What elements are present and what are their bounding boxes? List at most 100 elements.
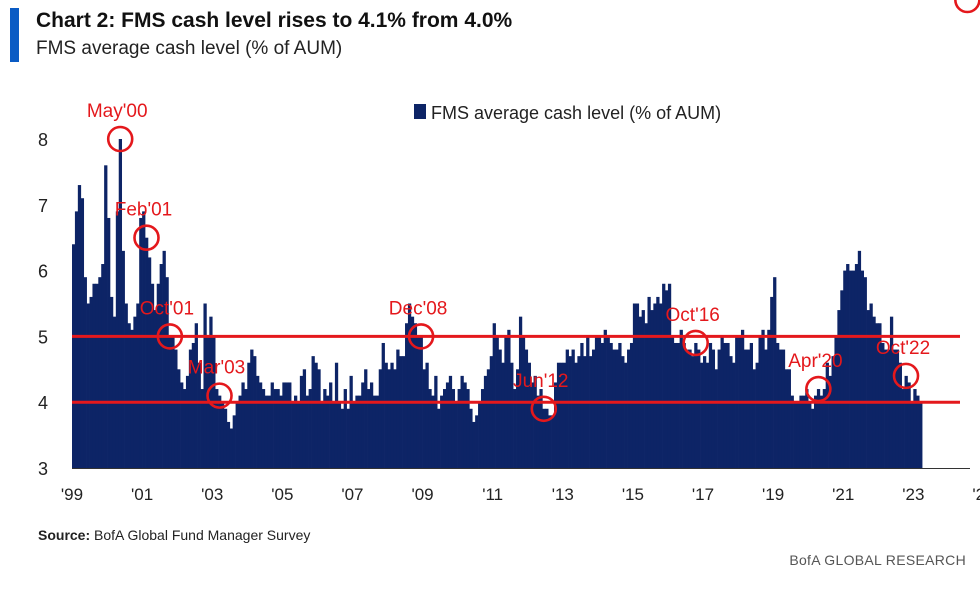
bar (685, 349, 689, 468)
annotation-circle (805, 375, 832, 403)
bar (256, 375, 260, 468)
bar (109, 296, 114, 468)
bar (600, 342, 605, 468)
bar (673, 342, 678, 468)
bar (907, 382, 911, 468)
bar (574, 362, 578, 468)
bar (352, 402, 356, 468)
x-tick-label: '15 (622, 485, 644, 504)
bar (83, 277, 87, 468)
bar (104, 165, 108, 468)
bar (223, 408, 228, 468)
bar (264, 395, 269, 468)
bar (331, 402, 336, 468)
bar (200, 389, 204, 468)
x-tick-label: '21 (832, 485, 854, 504)
bar (580, 342, 584, 468)
source-text: BofA Global Fund Manager Survey (94, 527, 311, 543)
bar (837, 310, 841, 468)
bar (589, 356, 593, 468)
bar (279, 395, 283, 468)
bar (530, 382, 534, 468)
bar (796, 402, 800, 468)
bar (258, 382, 263, 468)
bar (802, 395, 806, 468)
bar (194, 323, 198, 468)
bar (577, 356, 581, 468)
bar (466, 389, 470, 468)
bar (308, 389, 312, 468)
annotation-label: Oct'16 (666, 305, 720, 326)
bar (133, 316, 137, 468)
bar (665, 290, 669, 468)
bar (375, 395, 380, 468)
annotation: May'00 (87, 101, 148, 153)
bar (805, 389, 809, 468)
bar (492, 323, 496, 468)
bar (367, 389, 371, 468)
bar (618, 342, 622, 468)
x-tick-label: '03 (201, 485, 223, 504)
x-tick-label: '01 (131, 485, 153, 504)
bar (726, 342, 730, 468)
bar (349, 375, 353, 468)
bar (480, 389, 485, 468)
bar (895, 349, 900, 468)
bar (767, 329, 771, 468)
bar (74, 211, 79, 468)
source-note: Source: BofA Global Fund Manager Survey (38, 527, 310, 543)
bar (139, 217, 143, 468)
annotation: Feb'01 (115, 200, 172, 251)
bar (241, 382, 245, 468)
bar (311, 356, 315, 468)
bar (621, 356, 625, 468)
bar (305, 395, 309, 468)
bar (115, 211, 120, 468)
bar (218, 395, 222, 468)
bar (317, 369, 321, 468)
x-tick-label: '17 (692, 485, 714, 504)
legend-swatch (414, 104, 426, 119)
annotation: Dec'08 (389, 298, 447, 350)
bar (778, 349, 783, 468)
annotation-label: May'00 (87, 101, 148, 122)
annotation-circle (407, 323, 435, 350)
bar (869, 303, 873, 468)
bar (822, 389, 827, 468)
bar (127, 323, 131, 468)
bar (165, 277, 169, 468)
annotation: 4.1% (954, 0, 980, 14)
bar (463, 382, 467, 468)
bar (323, 389, 327, 468)
bar (121, 250, 125, 468)
bar (615, 349, 619, 468)
y-tick-label: 8 (38, 130, 48, 150)
bar (740, 329, 745, 468)
bar (872, 316, 876, 468)
bar (732, 362, 736, 468)
bar (565, 349, 569, 468)
annotation-circle (106, 125, 134, 153)
bar (98, 277, 102, 468)
bar (390, 362, 394, 468)
bar (320, 402, 324, 468)
bar (273, 389, 277, 468)
annotation-circle (156, 323, 184, 350)
bar (136, 303, 140, 468)
annotation: Apr'20 (788, 351, 843, 403)
bar (238, 395, 242, 468)
bar (431, 395, 435, 468)
bar (627, 349, 631, 468)
title-accent-bar (10, 8, 19, 62)
bar (358, 395, 362, 468)
bar (647, 296, 651, 468)
bar (89, 296, 93, 468)
bar (288, 382, 292, 468)
bar (603, 329, 607, 468)
bar (261, 389, 266, 468)
legend: FMS average cash level (% of AUM) (414, 103, 721, 123)
bar (629, 342, 634, 468)
y-tick-label: 7 (38, 196, 48, 216)
bar (475, 415, 479, 468)
annotation-label: Apr'20 (788, 351, 842, 372)
